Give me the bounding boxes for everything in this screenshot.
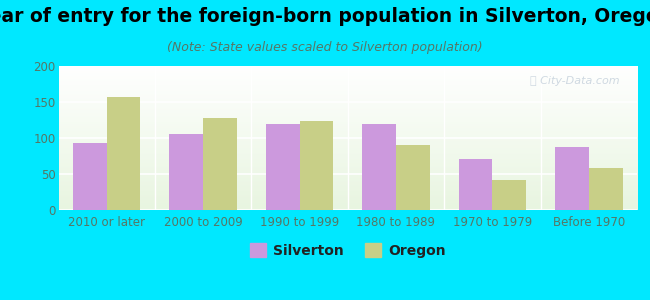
Legend: Silverton, Oregon: Silverton, Oregon (244, 238, 452, 263)
Text: ⓘ City-Data.com: ⓘ City-Data.com (530, 76, 619, 86)
Bar (459, 159, 493, 210)
Bar (266, 124, 300, 210)
Bar (555, 147, 589, 210)
Bar (493, 181, 526, 210)
Bar (170, 134, 203, 210)
Text: (Note: State values scaled to Silverton population): (Note: State values scaled to Silverton … (167, 40, 483, 53)
Bar (73, 143, 107, 210)
Bar (107, 97, 140, 210)
Bar (300, 122, 333, 210)
Bar (362, 124, 396, 210)
Text: Year of entry for the foreign-born population in Silverton, Oregon: Year of entry for the foreign-born popul… (0, 8, 650, 26)
Bar (589, 167, 623, 210)
Bar (396, 145, 430, 210)
Bar (203, 118, 237, 210)
